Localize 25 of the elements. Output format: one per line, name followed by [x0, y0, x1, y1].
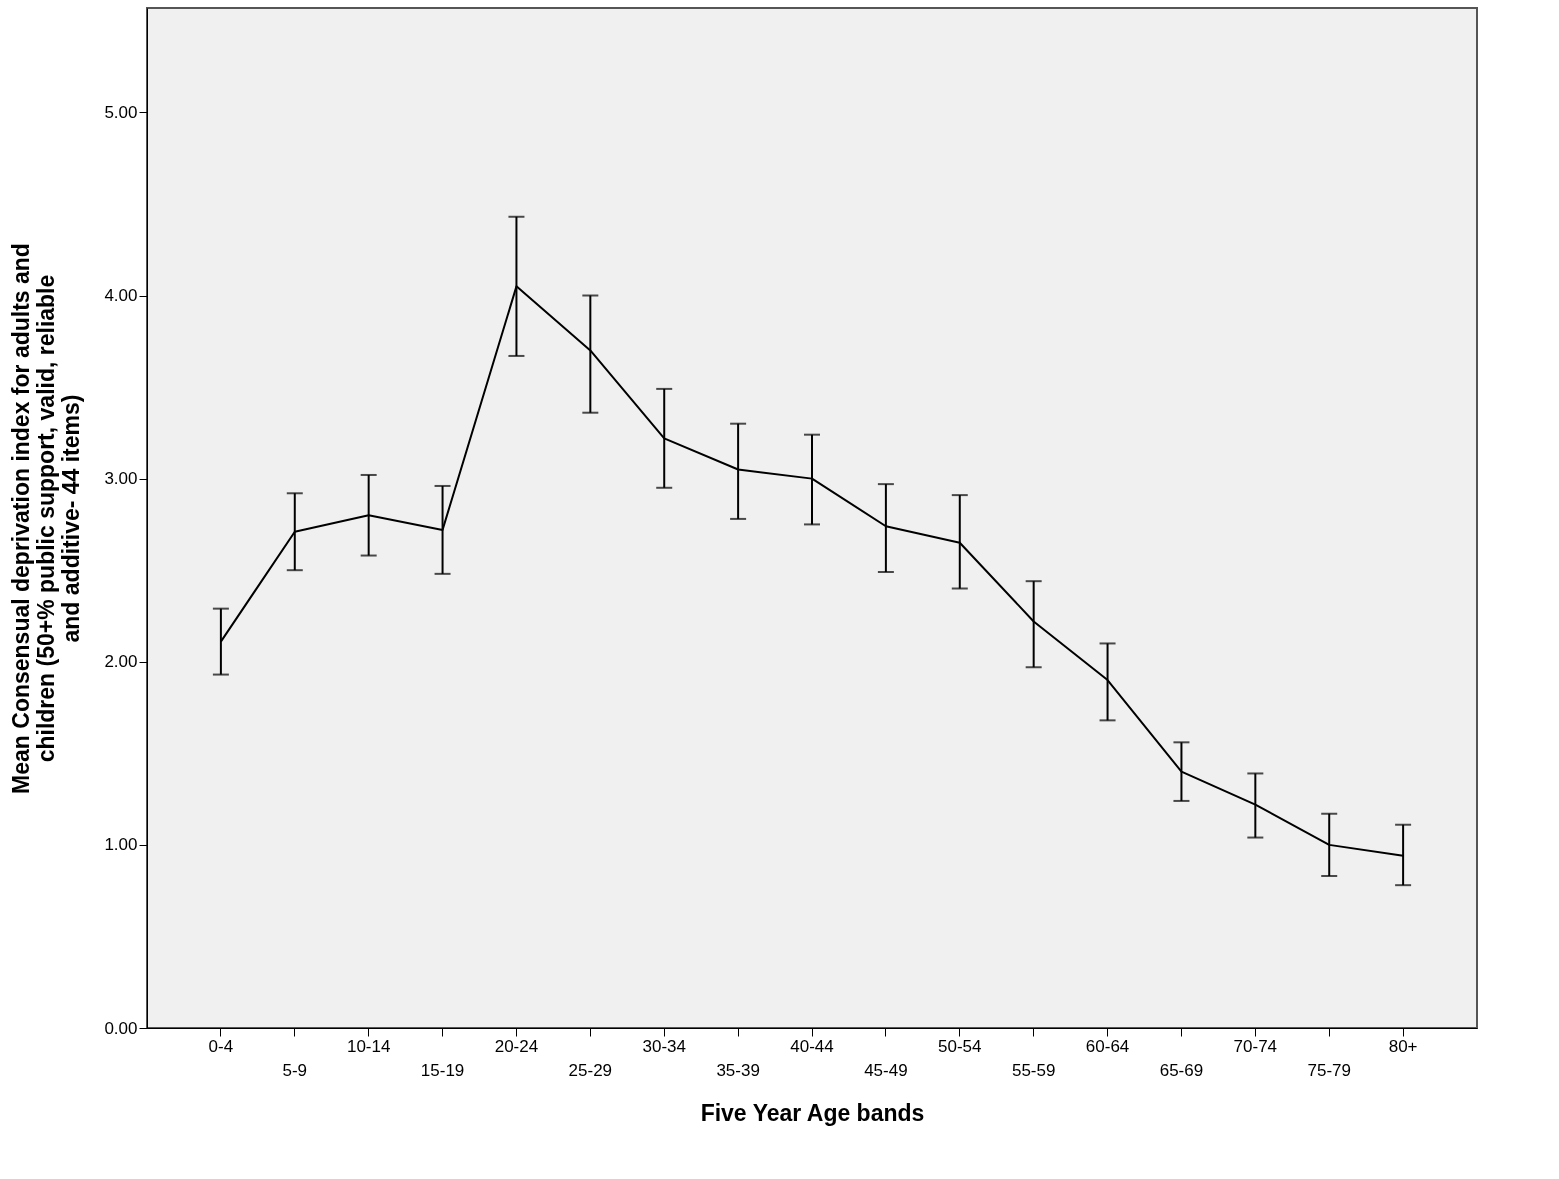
y-tick-label: 2.00	[104, 652, 138, 672]
y-tick-label: 3.00	[104, 469, 138, 489]
x-tick-label: 10-14	[346, 1036, 391, 1056]
x-tick-label: 80+	[1388, 1036, 1418, 1056]
x-tick-label: 70-74	[1233, 1036, 1278, 1056]
x-tick-label: 45-49	[864, 1060, 908, 1080]
x-tick-label: 30-34	[642, 1036, 686, 1056]
x-tick-label: 50-54	[938, 1036, 982, 1056]
x-tick-label: 40-44	[790, 1036, 834, 1056]
x-tick-label: 60-64	[1085, 1036, 1130, 1056]
x-tick-label: 75-79	[1307, 1060, 1351, 1080]
x-tick-label: 35-39	[716, 1060, 760, 1080]
x-tick-label: 5-9	[282, 1060, 308, 1080]
x-tick-label: 65-69	[1159, 1060, 1204, 1080]
x-tick-label: 20-24	[494, 1036, 539, 1056]
x-tick-label: 55-59	[1011, 1060, 1056, 1080]
x-tick-label: 15-19	[420, 1060, 465, 1080]
y-tick-label: 0.00	[104, 1018, 138, 1038]
x-axis-title: Five Year Age bands	[700, 1099, 925, 1126]
y-tick-label: 4.00	[104, 286, 138, 305]
x-tick-label: 0-4	[208, 1036, 234, 1056]
y-tick-label: 1.00	[104, 835, 138, 855]
y-tick-label: 5.00	[104, 102, 138, 122]
y-axis-title: Mean Consensual deprivation index for adults and children (50+% public support, valid, reliable and additive- 44 items)	[8, 243, 85, 794]
x-tick-label: 25-29	[568, 1060, 613, 1080]
